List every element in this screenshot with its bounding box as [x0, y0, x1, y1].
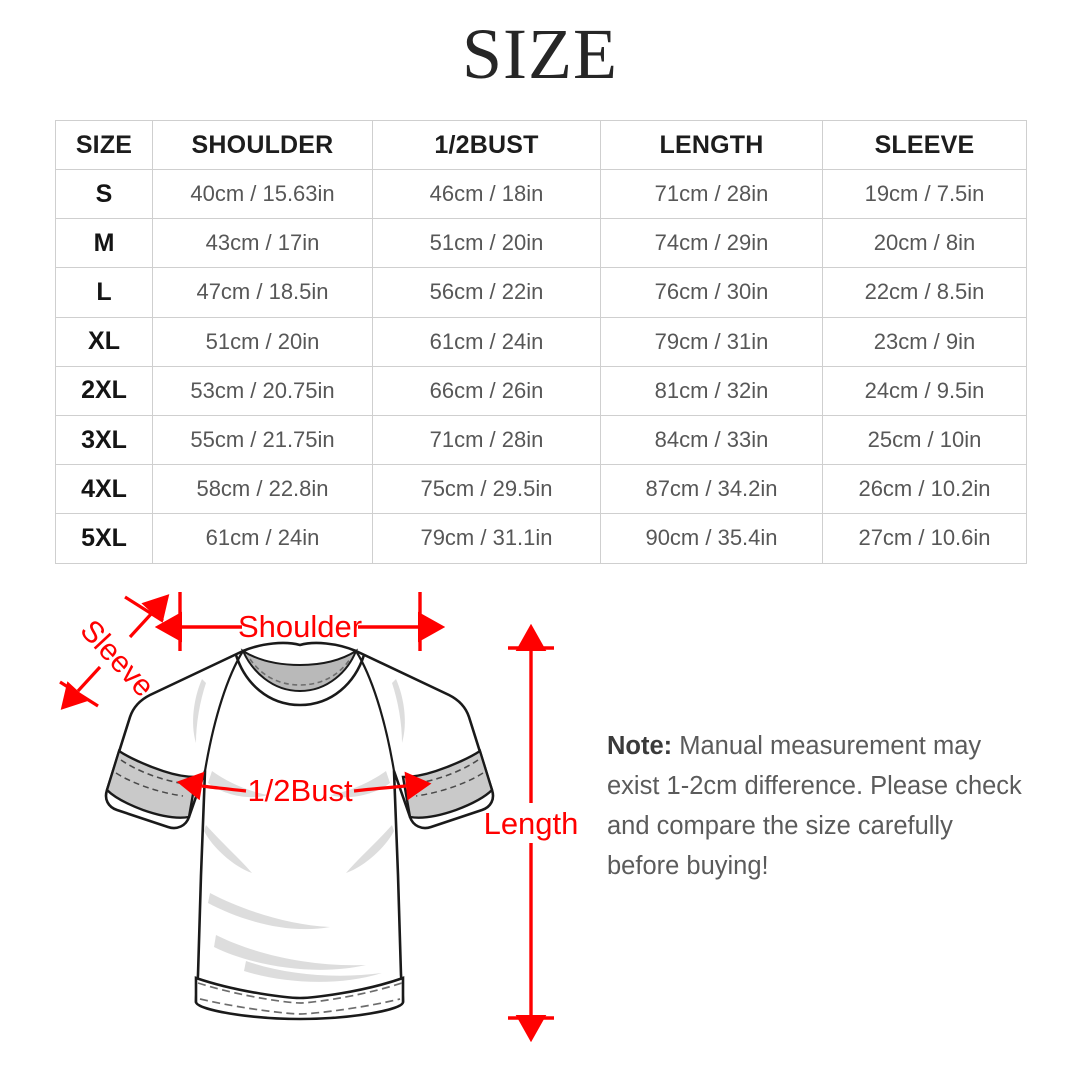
bust-label: 1/2Bust — [247, 773, 353, 808]
sleeve-tick-lower — [59, 680, 99, 708]
shoulder-seam-left — [203, 650, 244, 772]
cell-sleeve: 20cm / 8in — [822, 218, 1027, 269]
bust-measurement — [176, 771, 432, 801]
column-header-shoulder: SHOULDER — [152, 120, 373, 170]
sleeve-arrow-upper — [128, 594, 170, 639]
cell-bust: 75cm / 29.5in — [372, 464, 601, 515]
measurement-diagram: Shoulder Sleeve 1/2Bust Length — [0, 575, 1080, 1080]
table-row: 2XL 53cm / 20.75in 66cm / 26in 81cm / 32… — [55, 365, 1027, 416]
sleeve-label: Sleeve — [74, 614, 161, 704]
tshirt-body-outline — [104, 641, 495, 1004]
column-header-sleeve: SLEEVE — [822, 120, 1027, 170]
cell-size: 2XL — [55, 365, 153, 416]
fabric-shading — [193, 679, 405, 982]
column-header-bust: 1/2BUST — [372, 120, 601, 170]
page-title: SIZE — [462, 14, 618, 94]
table-row: M 43cm / 17in 51cm / 20in 74cm / 29in 20… — [55, 218, 1027, 269]
cell-sleeve: 26cm / 10.2in — [822, 464, 1027, 515]
cell-sleeve: 27cm / 10.6in — [822, 513, 1027, 564]
measurement-note: Note: Manual measurement may exist 1-2cm… — [607, 726, 1027, 886]
cell-size: L — [55, 267, 153, 318]
cell-sleeve: 24cm / 9.5in — [822, 365, 1027, 416]
cell-bust: 71cm / 28in — [372, 414, 601, 466]
cell-sleeve: 23cm / 9in — [822, 316, 1027, 367]
cell-size: M — [55, 218, 153, 269]
note-body-text: Manual measurement may exist 1-2cm diffe… — [607, 732, 1022, 880]
cell-shoulder: 43cm / 17in — [152, 218, 373, 269]
cell-shoulder: 47cm / 18.5in — [152, 267, 373, 318]
cell-shoulder: 61cm / 24in — [152, 513, 373, 564]
table-row: 4XL 58cm / 22.8in 75cm / 29.5in 87cm / 3… — [55, 464, 1027, 515]
sleeve-measurement — [59, 594, 170, 710]
length-label: Length — [484, 806, 579, 841]
cell-size: 5XL — [55, 513, 153, 564]
cell-sleeve: 19cm / 7.5in — [822, 168, 1027, 220]
shoulder-measurement — [154, 592, 446, 651]
cell-size: 4XL — [55, 464, 153, 515]
cell-sleeve: 25cm / 10in — [822, 414, 1027, 466]
cell-size: S — [55, 168, 153, 220]
cell-bust: 56cm / 22in — [372, 267, 601, 318]
cell-shoulder: 53cm / 20.75in — [152, 365, 373, 416]
tshirt-illustration — [104, 641, 495, 1021]
cell-size: 3XL — [55, 414, 153, 466]
cell-shoulder: 55cm / 21.75in — [152, 414, 373, 466]
table-row: XL 51cm / 20in 61cm / 24in 79cm / 31in 2… — [55, 316, 1027, 367]
bust-arrow-right — [353, 771, 432, 801]
cell-length: 84cm / 33in — [600, 414, 823, 466]
table-row: 3XL 55cm / 21.75in 71cm / 28in 84cm / 33… — [55, 414, 1027, 466]
column-header-length: LENGTH — [600, 120, 823, 170]
cell-bust: 61cm / 24in — [372, 316, 601, 367]
collar-band — [234, 654, 366, 707]
length-measurement — [508, 623, 554, 1043]
sleeve-tick-upper — [124, 595, 164, 623]
bust-arrow-left — [176, 771, 247, 801]
table-header-row: SIZE SHOULDER 1/2BUST LENGTH SLEEVE — [55, 120, 1027, 170]
table-row: L 47cm / 18.5in 56cm / 22in 76cm / 30in … — [55, 267, 1027, 318]
cell-bust: 46cm / 18in — [372, 168, 601, 220]
size-chart-table: SIZE SHOULDER 1/2BUST LENGTH SLEEVE S 40… — [55, 120, 1027, 564]
cell-size: XL — [55, 316, 153, 367]
cell-shoulder: 40cm / 15.63in — [152, 168, 373, 220]
cell-length: 81cm / 32in — [600, 365, 823, 416]
table-row: S 40cm / 15.63in 46cm / 18in 71cm / 28in… — [55, 168, 1027, 220]
table-row: 5XL 61cm / 24in 79cm / 31.1in 90cm / 35.… — [55, 513, 1027, 564]
shoulder-seam-right — [355, 650, 396, 772]
column-header-size: SIZE — [55, 120, 153, 170]
cuff-stitching-left-2 — [115, 772, 184, 797]
sleeve-arrow-lower — [60, 665, 102, 710]
note-lead-label: Note: — [607, 732, 673, 760]
sleeve-cuff-right — [401, 749, 494, 819]
cell-bust: 51cm / 20in — [372, 218, 601, 269]
cell-length: 76cm / 30in — [600, 267, 823, 318]
cell-length: 79cm / 31in — [600, 316, 823, 367]
cell-shoulder: 58cm / 22.8in — [152, 464, 373, 515]
hem-stitching-upper — [197, 982, 403, 1004]
cell-sleeve: 22cm / 8.5in — [822, 267, 1027, 318]
cell-bust: 66cm / 26in — [372, 365, 601, 416]
cell-length: 90cm / 35.4in — [600, 513, 823, 564]
cell-length: 87cm / 34.2in — [600, 464, 823, 515]
cell-shoulder: 51cm / 20in — [152, 316, 373, 367]
cell-bust: 79cm / 31.1in — [372, 513, 601, 564]
cell-length: 71cm / 28in — [600, 168, 823, 220]
cell-length: 74cm / 29in — [600, 218, 823, 269]
shoulder-label: Shoulder — [238, 609, 362, 644]
hem-stitching-lower — [199, 998, 401, 1015]
